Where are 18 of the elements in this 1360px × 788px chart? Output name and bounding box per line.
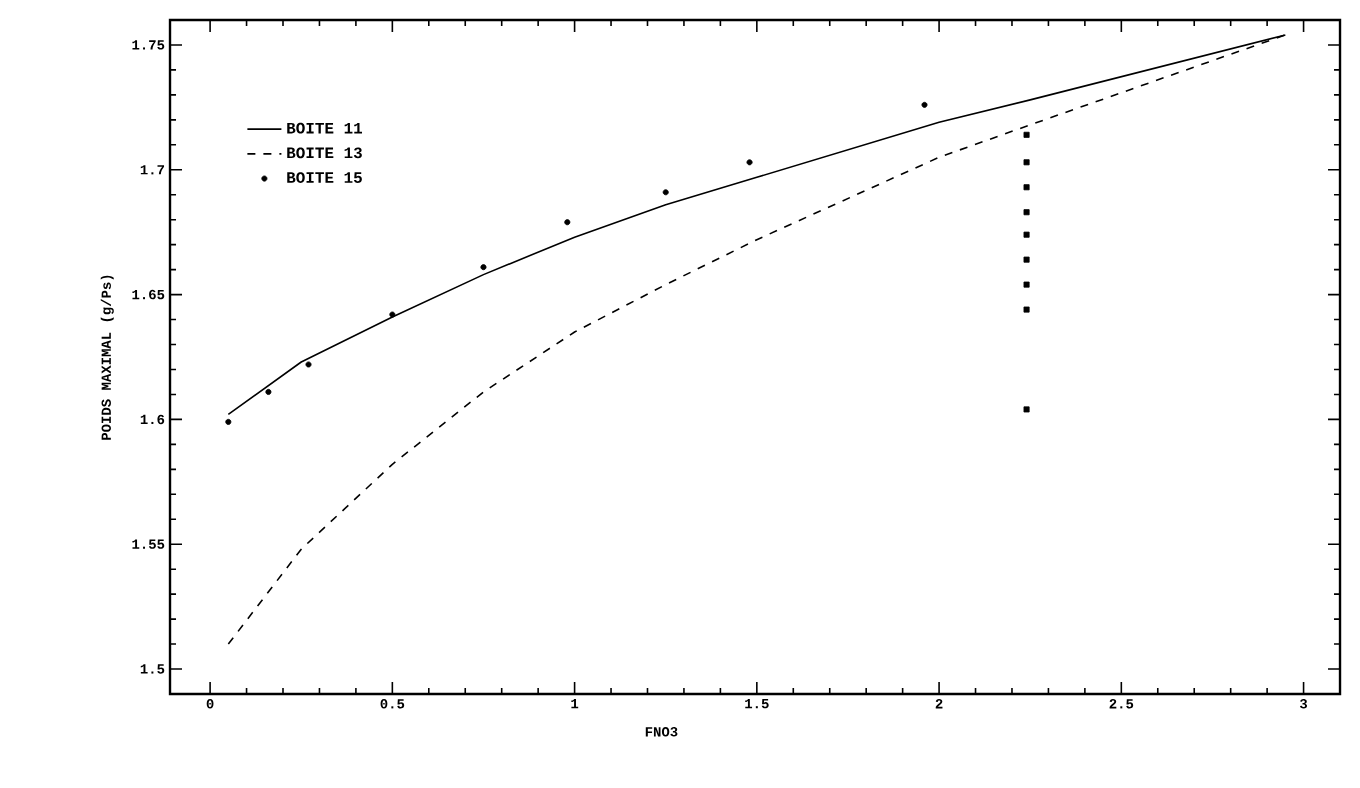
point bbox=[305, 361, 312, 368]
point bbox=[389, 311, 396, 318]
point bbox=[1023, 406, 1030, 413]
point bbox=[480, 264, 487, 271]
point bbox=[1023, 184, 1030, 191]
point bbox=[1023, 131, 1030, 138]
point bbox=[225, 418, 232, 425]
point bbox=[1023, 231, 1030, 238]
point bbox=[1023, 306, 1030, 313]
point bbox=[564, 219, 571, 226]
point bbox=[662, 189, 669, 196]
point bbox=[921, 101, 928, 108]
point bbox=[1023, 281, 1030, 288]
point bbox=[1023, 159, 1030, 166]
point bbox=[1023, 209, 1030, 216]
point bbox=[746, 159, 753, 166]
point bbox=[265, 388, 272, 395]
point bbox=[1023, 256, 1030, 263]
